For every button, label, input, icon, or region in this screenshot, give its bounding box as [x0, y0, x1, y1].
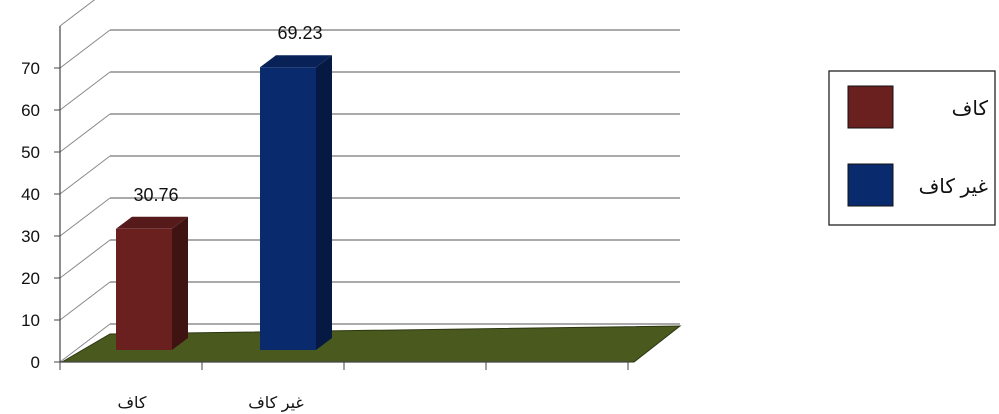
y-tick-label: 10: [21, 311, 40, 330]
bar-top: [116, 216, 188, 229]
bar: [116, 228, 172, 350]
gridline-depth: [59, 323, 111, 363]
y-tick-label: 20: [21, 269, 40, 288]
bar-side: [316, 55, 332, 350]
data-label: 69.23: [277, 23, 322, 43]
legend-swatch: [847, 85, 894, 129]
axes: 0 10 20 30 40 50 60 70 كاف غير كاف: [21, 26, 630, 413]
bar-top: [260, 55, 332, 68]
gridline-depth: [59, 281, 111, 321]
data-labels: 30.76 69.23: [133, 23, 322, 205]
gridline-depth: [59, 71, 111, 111]
gridline-depth: [59, 113, 111, 153]
bars: [116, 55, 332, 350]
gridline-depth: [59, 29, 111, 69]
data-label: 30.76: [133, 185, 178, 205]
y-tick-label: 70: [21, 59, 40, 78]
legend: كاف غير كاف: [828, 70, 996, 226]
gridline-depth: [59, 0, 96, 27]
gridline-depth: [59, 197, 111, 237]
y-tick-label: 40: [21, 185, 40, 204]
x-tick-label: غير كاف: [248, 395, 304, 413]
bar: [260, 67, 316, 350]
bar-side: [172, 216, 188, 350]
legend-swatch: [847, 163, 894, 207]
gridline-depth: [59, 239, 111, 279]
y-tick-label: 0: [31, 353, 40, 372]
y-tick-label: 30: [21, 227, 40, 246]
legend-label: غير كاف: [919, 176, 988, 198]
y-tick-label: 60: [21, 101, 40, 120]
x-tick-label: كاف: [117, 395, 146, 412]
gridline-depth: [59, 155, 111, 195]
gridlines: [59, 0, 680, 363]
legend-label: كاف: [952, 98, 989, 120]
y-tick-label: 50: [21, 143, 40, 162]
